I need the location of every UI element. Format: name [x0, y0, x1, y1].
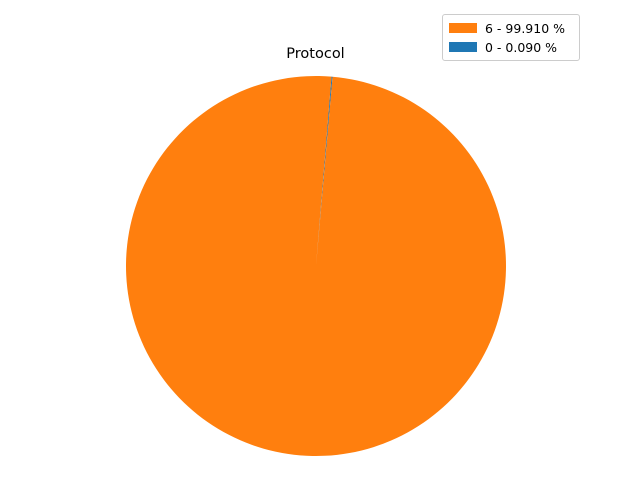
legend-entry-0: 0 - 0.090 %	[449, 39, 558, 55]
pie-slice-6	[126, 76, 507, 457]
legend-label-0: 0 - 0.090 %	[485, 39, 558, 55]
legend-swatch-0	[449, 42, 477, 52]
legend-entry-6: 6 - 99.910 %	[449, 20, 565, 36]
pie-slice-0	[316, 76, 333, 267]
chart-title: Protocol	[286, 46, 345, 62]
legend-label-6: 6 - 99.910 %	[485, 20, 565, 36]
legend: 6 - 99.910 % 0 - 0.090 %	[442, 14, 580, 61]
legend-swatch-6	[449, 23, 477, 33]
